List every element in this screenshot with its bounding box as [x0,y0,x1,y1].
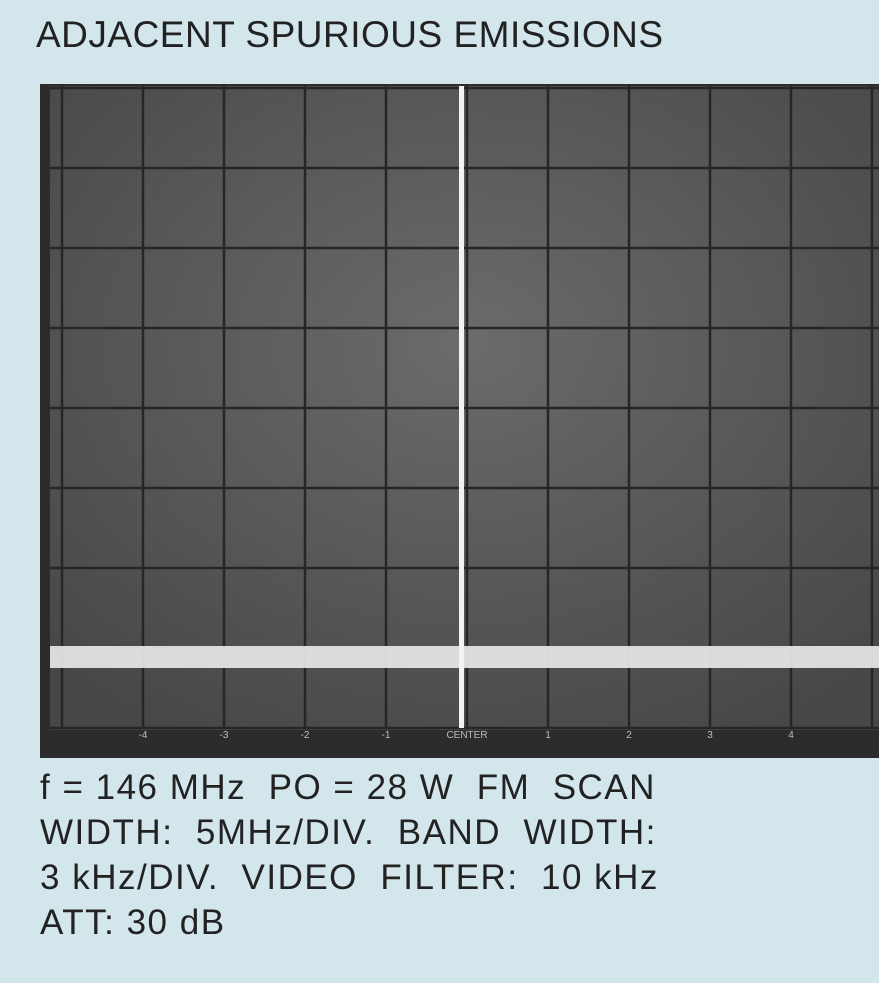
x-label: 1 [545,730,551,741]
page: ADJACENT SPURIOUS EMISSIONS -4 -3 -2 -1 CENT… [0,0,879,983]
x-label: -1 [382,730,391,741]
caption-line: ATT: 30 dB [40,903,226,943]
caption-line: 3 kHz/DIV. VIDEO FILTER: 10 kHz [40,858,659,898]
caption-line: f = 146 MHz PO = 28 W FM SCAN [40,768,656,808]
analyzer-screen: -4 -3 -2 -1 CENTER 1 2 3 4 [40,84,879,758]
carrier-signal [459,86,464,728]
x-label: -4 [139,730,148,741]
noise-floor [50,646,879,668]
x-label: 3 [707,730,713,741]
title: ADJACENT SPURIOUS EMISSIONS [36,14,664,56]
caption-line: WIDTH: 5MHz/DIV. BAND WIDTH: [40,813,657,853]
x-label: 2 [626,730,632,741]
x-label: -2 [301,730,310,741]
x-label: CENTER [446,730,487,741]
x-label: 4 [788,730,794,741]
x-label: -3 [220,730,229,741]
